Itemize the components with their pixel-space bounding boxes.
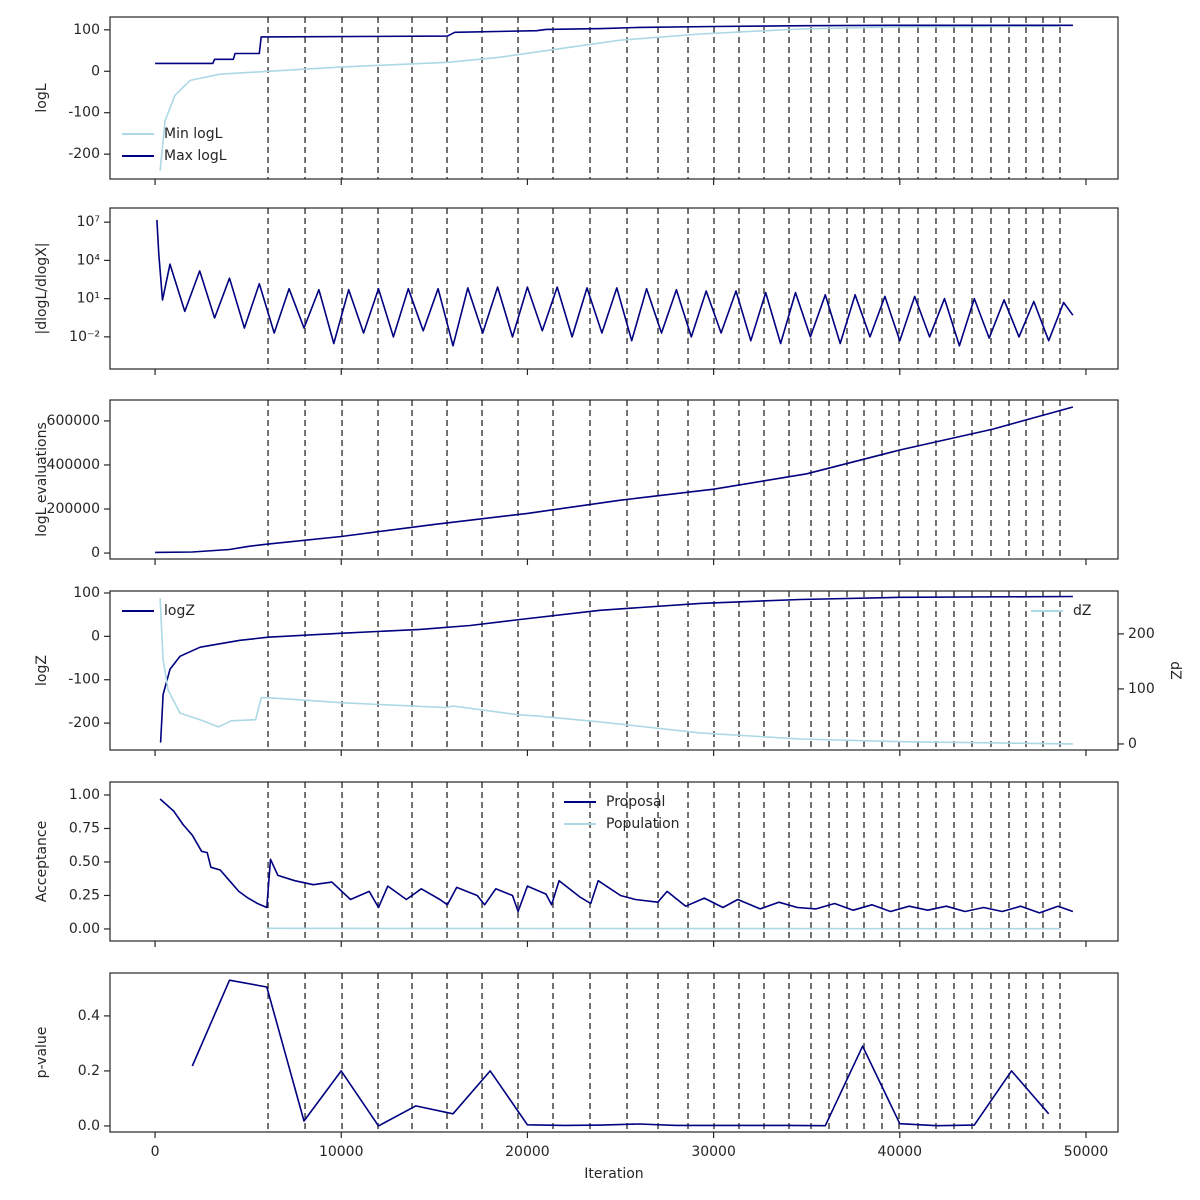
axes-frame	[109, 781, 1119, 942]
series-line	[159, 798, 1074, 914]
y2-axis-label: dZ	[1167, 661, 1183, 679]
y-axis-label: logZ	[34, 655, 50, 686]
y-axis-label: |dlogL/dlogX|	[34, 243, 50, 335]
y-axis-label: Acceptance	[34, 821, 50, 902]
y-tick-label: 0.50	[69, 854, 100, 870]
x-tick-label: 30000	[691, 1144, 736, 1160]
series-line	[159, 25, 1060, 171]
y2-tick-label: 200	[1128, 626, 1155, 642]
axes-frame	[109, 16, 1119, 180]
y-tick-label: 100	[73, 22, 100, 38]
y-tick-label: 10⁷	[77, 214, 100, 230]
y-tick-label: 400000	[47, 457, 100, 473]
panel: -200 -100 0 100 0 100 200 logZ dZ logZ dZ	[34, 585, 1183, 756]
y2-tick-label: 0	[1128, 736, 1137, 752]
series-line	[155, 406, 1074, 554]
legend-label: logZ	[164, 603, 195, 619]
axes-frame	[109, 207, 1119, 370]
panel: 0.00 0.25 0.50 0.75 1.00 Acceptance Proposal Po…	[34, 781, 1119, 947]
y-tick-label: 0	[91, 628, 100, 644]
x-tick-label: 50000	[1064, 1144, 1109, 1160]
y-tick-label: 10¹	[77, 291, 100, 307]
y-tick-label: 200000	[47, 501, 100, 517]
panel: -200 -100 0 100 logL Min logL Max logL	[34, 16, 1119, 185]
y2-tick-label: 100	[1128, 681, 1155, 697]
y-tick-label: -100	[68, 672, 100, 688]
legend-label: Min logL	[164, 126, 223, 142]
axes-frame	[109, 399, 1119, 560]
y-tick-label: 600000	[47, 413, 100, 429]
y-tick-label: -200	[68, 715, 100, 731]
axes-frame	[109, 590, 1119, 751]
y-tick-label: 0.75	[69, 820, 100, 836]
y-tick-label: 0	[91, 63, 100, 79]
y-tick-label: 0.25	[69, 887, 100, 903]
y-tick-label: 0.2	[78, 1063, 100, 1079]
x-axis-label: Iteration	[584, 1166, 643, 1182]
y-axis-label: p-value	[34, 1027, 50, 1079]
legend-label: Proposal	[606, 794, 665, 810]
y-tick-label: 0.00	[69, 921, 100, 937]
y-tick-label: 1.00	[69, 787, 100, 803]
y-tick-label: 0.4	[78, 1008, 100, 1024]
legend-label: dZ	[1073, 603, 1091, 619]
x-tick-label: 20000	[505, 1144, 550, 1160]
legend-label: Max logL	[164, 148, 227, 164]
axes-frame	[109, 972, 1119, 1133]
y-tick-label: 10⁴	[77, 252, 101, 268]
x-tick-label: 10000	[319, 1144, 364, 1160]
y-tick-label: -100	[68, 105, 100, 121]
series-line	[155, 24, 1073, 65]
y-tick-label: -200	[68, 146, 100, 162]
y-tick-label: 0.0	[78, 1118, 100, 1134]
y-tick-label: 10⁻²	[69, 329, 100, 345]
y-tick-label: 0	[91, 545, 100, 561]
legend-label: Population	[606, 816, 680, 832]
y-tick-label: 100	[73, 585, 100, 601]
panel: 0.0 0.2 0.4 0 10000 20000 30000 40000 50000 p-val…	[34, 972, 1119, 1182]
x-tick-label: 40000	[878, 1144, 923, 1160]
x-tick-label: 0	[151, 1144, 160, 1160]
series-line	[191, 979, 1050, 1127]
panel: 10⁻² 10¹ 10⁴ 10⁷ |dlogL/dlogX|	[34, 207, 1119, 375]
series-line	[159, 595, 1073, 743]
series-line	[156, 219, 1074, 347]
y-axis-label: logL	[34, 83, 50, 112]
y-axis-label: logL evaluations	[34, 422, 50, 537]
series-line	[159, 598, 1073, 745]
